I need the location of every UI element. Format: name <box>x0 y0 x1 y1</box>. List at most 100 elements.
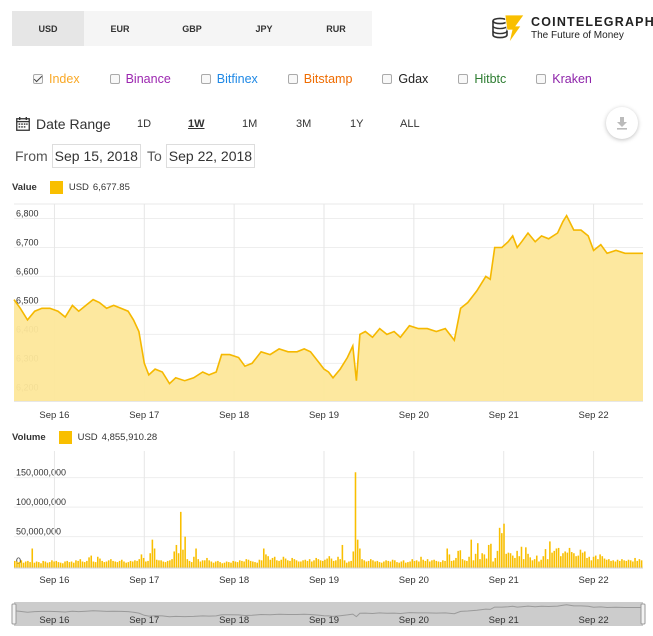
volume-bar <box>160 560 162 568</box>
range-navigator[interactable]: Sep 16 Sep 17 Sep 18 Sep 19 Sep 20 Sep 21 Sep … <box>0 602 653 632</box>
navigator-x-label: Sep 17 <box>129 615 159 626</box>
currency-tab-rur[interactable]: RUR <box>326 23 346 34</box>
volume-bar <box>234 561 237 568</box>
volume-bar <box>75 560 77 568</box>
value-line <box>13 213 643 385</box>
checkbox-kraken[interactable] <box>536 74 547 84</box>
volume-bar <box>99 558 101 568</box>
volume-bar <box>166 560 169 568</box>
volume-bar <box>204 560 206 568</box>
volume-bar <box>179 511 182 568</box>
volume-bar <box>439 562 442 568</box>
volume-bar <box>162 561 165 568</box>
checkbox-bitfinex[interactable] <box>200 74 211 84</box>
checkbox-hitbtc[interactable] <box>458 74 469 84</box>
range-button-3m[interactable]: 3M <box>296 118 312 130</box>
volume-bar <box>507 552 510 568</box>
volume-bar <box>632 561 634 568</box>
volume-bar <box>68 562 71 568</box>
volume-bar <box>121 559 123 568</box>
volume-bar <box>424 560 427 568</box>
exchange-gdax[interactable]: Gdax <box>382 70 428 88</box>
exchange-bitstamp[interactable]: Bitstamp <box>287 70 352 88</box>
currency-tab-gbp[interactable]: GBP <box>182 23 202 34</box>
volume-bar <box>241 560 243 568</box>
range-button-1y[interactable]: 1Y <box>350 118 364 130</box>
volume-bar <box>514 557 516 568</box>
exchange-hitbtc[interactable]: Hitbtc <box>458 70 506 88</box>
navigator-x-label: Sep 18 <box>219 615 249 626</box>
volume-bar <box>223 562 226 568</box>
exchange-kraken[interactable]: Kraken <box>536 70 592 88</box>
volume-bar <box>533 559 536 568</box>
volume-x-tick-label: Sep 22 <box>579 575 609 586</box>
volume-bar <box>345 562 348 568</box>
navigator-x-label: Sep 20 <box>399 615 429 626</box>
volume-bar <box>509 553 512 568</box>
volume-bar <box>123 561 125 568</box>
volume-legend: Volume USD 4,855,910.28 <box>12 431 157 444</box>
volume-bar <box>437 561 440 568</box>
value-x-tick-label: Sep 16 <box>39 410 69 421</box>
volume-y-tick-label: 100,000,000 <box>16 497 66 507</box>
volume-bar <box>625 560 628 568</box>
volume-bar <box>518 556 521 568</box>
volume-x-tick-label: Sep 18 <box>219 575 249 586</box>
checkbox-index[interactable] <box>33 74 43 84</box>
from-date-input[interactable]: Sep 15, 2018 <box>51 144 141 168</box>
volume-bar <box>48 562 51 568</box>
to-label: To <box>146 148 162 164</box>
range-button-1d[interactable]: 1D <box>137 118 152 130</box>
volume-bar <box>564 551 566 568</box>
checkbox-binance[interactable] <box>109 74 120 84</box>
volume-bar <box>586 557 588 568</box>
exchange-label-index: Index <box>49 72 80 86</box>
currency-tab-usd[interactable]: USD <box>12 11 84 46</box>
volume-bar <box>610 560 612 568</box>
volume-bar <box>341 544 344 568</box>
volume-bar <box>337 556 339 568</box>
volume-bar <box>125 562 127 568</box>
volume-bar <box>494 557 497 568</box>
to-date-input[interactable]: Sep 22, 2018 <box>165 144 256 168</box>
volume-bar <box>525 547 527 568</box>
range-button-1w[interactable]: 1W <box>188 118 205 130</box>
volume-bar <box>538 561 540 568</box>
volume-bar <box>105 561 108 568</box>
volume-bar <box>638 559 641 568</box>
range-button-1m[interactable]: 1M <box>242 118 258 130</box>
volume-bar <box>503 523 505 568</box>
volume-bar <box>232 560 234 568</box>
date-inputs: From Sep 15, 2018 To Sep 22, 2018 <box>15 143 261 169</box>
exchange-binance[interactable]: Binance <box>109 70 171 88</box>
volume-bar <box>313 560 315 568</box>
value-x-tick-label: Sep 20 <box>399 410 429 421</box>
volume-legend-title: Volume <box>12 432 46 443</box>
currency-tab-eur[interactable]: EUR <box>110 23 130 34</box>
volume-bar <box>83 562 86 568</box>
volume-bar <box>522 559 525 568</box>
volume-bar <box>94 562 97 568</box>
volume-bar <box>271 557 274 568</box>
volume-bar <box>520 546 523 568</box>
cointelegraph-logo-icon <box>492 14 525 44</box>
volume-bar <box>149 553 151 568</box>
checkbox-bitstamp[interactable] <box>287 74 298 84</box>
volume-bar <box>374 561 376 568</box>
volume-bar <box>238 560 241 568</box>
range-button-all[interactable]: ALL <box>400 118 420 130</box>
brand[interactable]: COINTELEGRAPH The Future of Money <box>491 9 653 49</box>
exchange-index[interactable]: Index <box>33 70 80 88</box>
value-y-tick-label: 6,500 <box>16 295 39 305</box>
volume-bar <box>92 561 95 568</box>
checkbox-gdax[interactable] <box>382 74 393 84</box>
exchange-label-kraken: Kraken <box>552 72 592 86</box>
navigator-x-label: Sep 21 <box>489 615 519 626</box>
download-button[interactable] <box>606 107 638 139</box>
volume-bar <box>594 555 597 568</box>
download-icon <box>617 117 627 130</box>
currency-tab-jpy[interactable]: JPY <box>255 23 273 34</box>
volume-bar <box>158 560 160 568</box>
exchange-bitfinex[interactable]: Bitfinex <box>200 70 258 88</box>
volume-bar <box>254 562 256 568</box>
